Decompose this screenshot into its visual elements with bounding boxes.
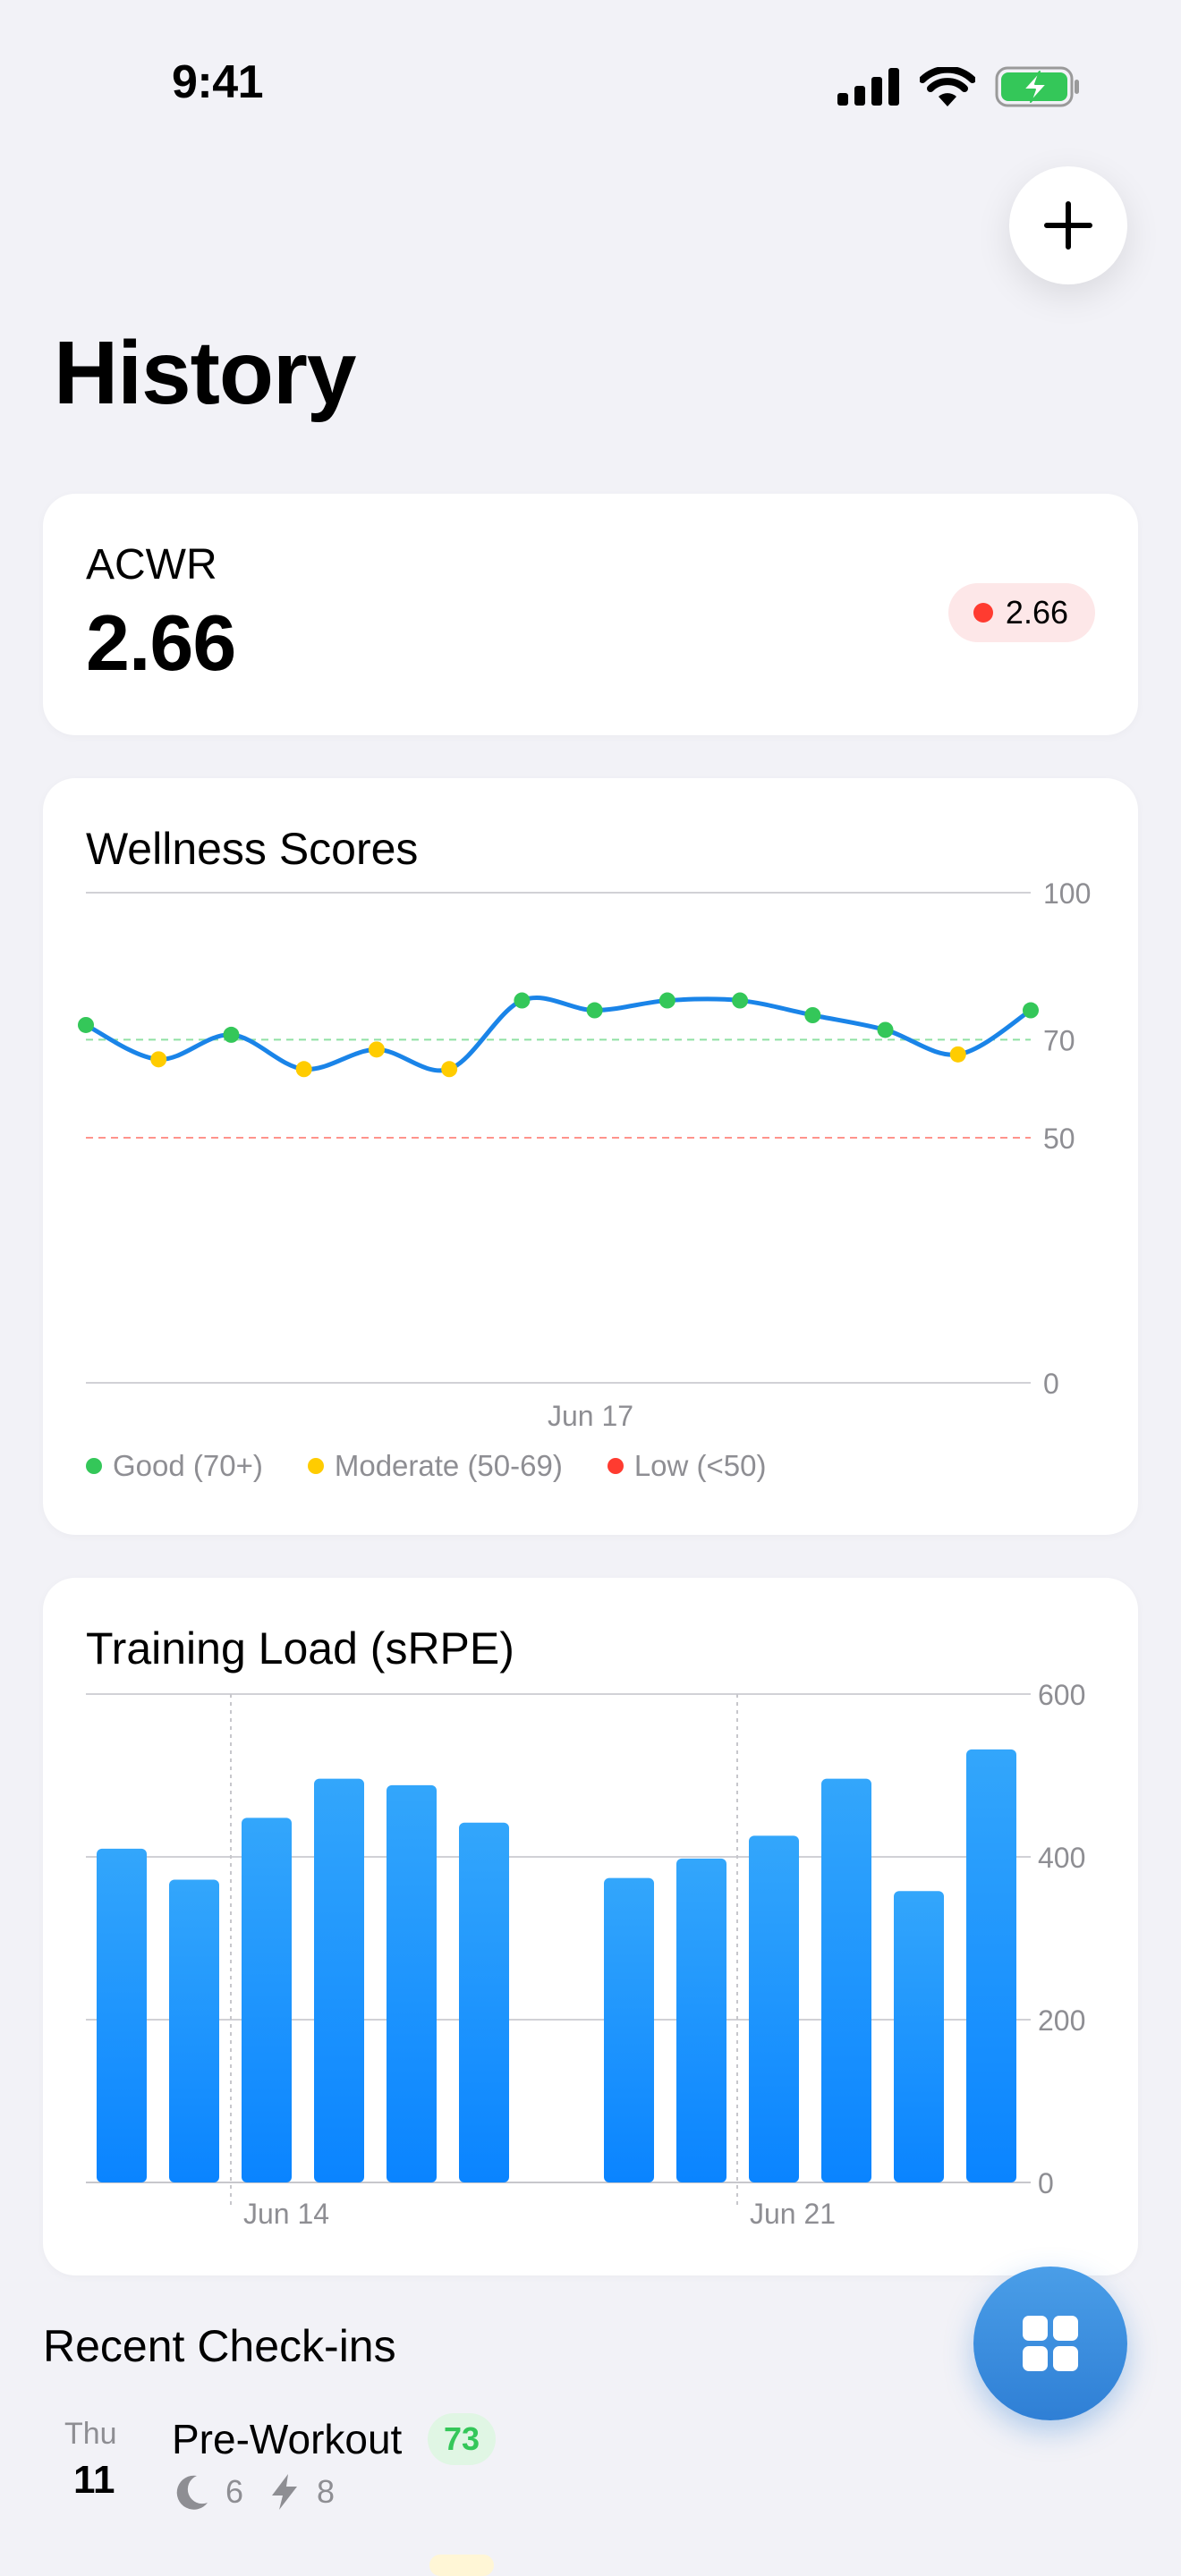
y-tick-label: 50: [1043, 1123, 1075, 1155]
sleep-value: 6: [225, 2473, 244, 2510]
checkin-row[interactable]: Thu 11 Pre-Workout 73 6 8: [0, 2406, 1181, 2522]
training-load-bar: [966, 1749, 1016, 2182]
wellness-chart-card[interactable]: Wellness Scores 0 50 70 100 Jun 17 Good (70+…: [43, 778, 1138, 1535]
wellness-data-point: [514, 992, 531, 1009]
y-tick-label: 0: [1038, 2167, 1054, 2199]
wellness-data-point: [150, 1051, 167, 1068]
acwr-label: ACWR: [86, 541, 217, 589]
next-checkin-peek: [429, 2555, 494, 2576]
status-time: 9:41: [172, 56, 264, 108]
training-load-bar: [314, 1778, 364, 2182]
checkin-meta: 6 8: [172, 2472, 335, 2512]
wellness-data-point: [78, 1016, 94, 1033]
training-load-bar: [894, 1891, 944, 2182]
plus-icon: [1044, 201, 1092, 250]
wellness-data-point: [732, 992, 749, 1009]
wellness-data-point: [877, 1021, 894, 1038]
training-load-bar: [97, 1848, 147, 2182]
training-load-bar: [459, 1822, 509, 2182]
cellular-signal-icon: [837, 68, 899, 106]
y-tick-label: 200: [1038, 2004, 1085, 2037]
legend-item-good: Good (70+): [86, 1449, 263, 1483]
training-load-bar: [169, 1879, 219, 2182]
y-tick-label: 100: [1043, 877, 1091, 910]
page-title: History: [54, 323, 357, 423]
add-button[interactable]: [1009, 166, 1127, 284]
training-load-bar: [604, 1877, 654, 2182]
training-load-bar: [676, 1858, 726, 2182]
energy-value: 8: [317, 2473, 336, 2510]
grid-icon: [1023, 2316, 1078, 2371]
acwr-card[interactable]: ACWR 2.66 2.66: [43, 494, 1138, 735]
battery-charging-icon: [995, 66, 1079, 107]
training-load-bar: [749, 1835, 799, 2182]
wellness-chart-title: Wellness Scores: [86, 824, 419, 874]
checkin-day: Thu: [64, 2417, 117, 2451]
wellness-legend: Good (70+) Moderate (50-69) Low (<50): [86, 1449, 767, 1483]
legend-dot-good-icon: [86, 1458, 102, 1474]
training-load-bar: [821, 1778, 871, 2182]
checkin-score-badge: 73: [428, 2413, 497, 2465]
legend-item-low: Low (<50): [607, 1449, 767, 1483]
wellness-data-point: [441, 1061, 458, 1078]
legend-label-good: Good (70+): [113, 1449, 263, 1482]
y-tick-label: 400: [1038, 1842, 1085, 1874]
wellness-data-point: [223, 1026, 240, 1043]
legend-item-moderate: Moderate (50-69): [307, 1449, 563, 1483]
y-tick-label: 0: [1043, 1368, 1059, 1400]
training-load-bar: [242, 1818, 292, 2182]
dashboard-fab-button[interactable]: [973, 2267, 1127, 2420]
training-load-chart-card[interactable]: Training Load (sRPE) 0 200 400 600 Jun 14 Jun…: [43, 1578, 1138, 2275]
acwr-value: 2.66: [86, 598, 236, 687]
wellness-line-chart: 0 50 70 100 Jun 17: [78, 877, 1091, 1432]
wellness-data-point: [949, 1046, 966, 1063]
training-load-bar: [387, 1784, 437, 2182]
status-icons: [837, 64, 1081, 109]
wellness-series-line: [83, 995, 1033, 1073]
legend-label-low: Low (<50): [633, 1449, 767, 1482]
status-dot-icon: [973, 603, 993, 623]
wellness-data-point: [586, 1002, 603, 1019]
x-tick-label: Jun 17: [548, 1400, 633, 1432]
legend-dot-low-icon: [607, 1458, 624, 1474]
wellness-data-point: [658, 992, 675, 1009]
wellness-data-point: [295, 1061, 312, 1078]
legend-label-moderate: Moderate (50-69): [334, 1449, 563, 1482]
status-bar: 9:41: [0, 0, 1181, 170]
wellness-data-point: [804, 1007, 821, 1023]
checkin-title: Pre-Workout: [172, 2416, 403, 2462]
acwr-badge-value: 2.66: [1005, 594, 1068, 631]
training-load-chart-title: Training Load (sRPE): [86, 1623, 514, 1674]
wifi-icon: [920, 67, 975, 106]
x-tick-label: Jun 21: [750, 2198, 836, 2230]
acwr-status-badge: 2.66: [947, 583, 1095, 642]
y-tick-label: 70: [1043, 1024, 1075, 1056]
y-tick-label: 600: [1038, 1679, 1085, 1711]
wellness-data-point: [368, 1041, 385, 1058]
checkin-date: 11: [73, 2458, 115, 2502]
x-tick-label: Jun 14: [243, 2198, 329, 2230]
moon-icon: [176, 2475, 208, 2510]
legend-dot-moderate-icon: [307, 1458, 324, 1474]
recent-checkins-title: Recent Check-ins: [43, 2321, 396, 2371]
wellness-data-point: [1023, 1002, 1039, 1019]
bolt-icon: [272, 2474, 298, 2510]
training-load-bar-chart: 0 200 400 600 Jun 14 Jun 21: [86, 1679, 1085, 2230]
